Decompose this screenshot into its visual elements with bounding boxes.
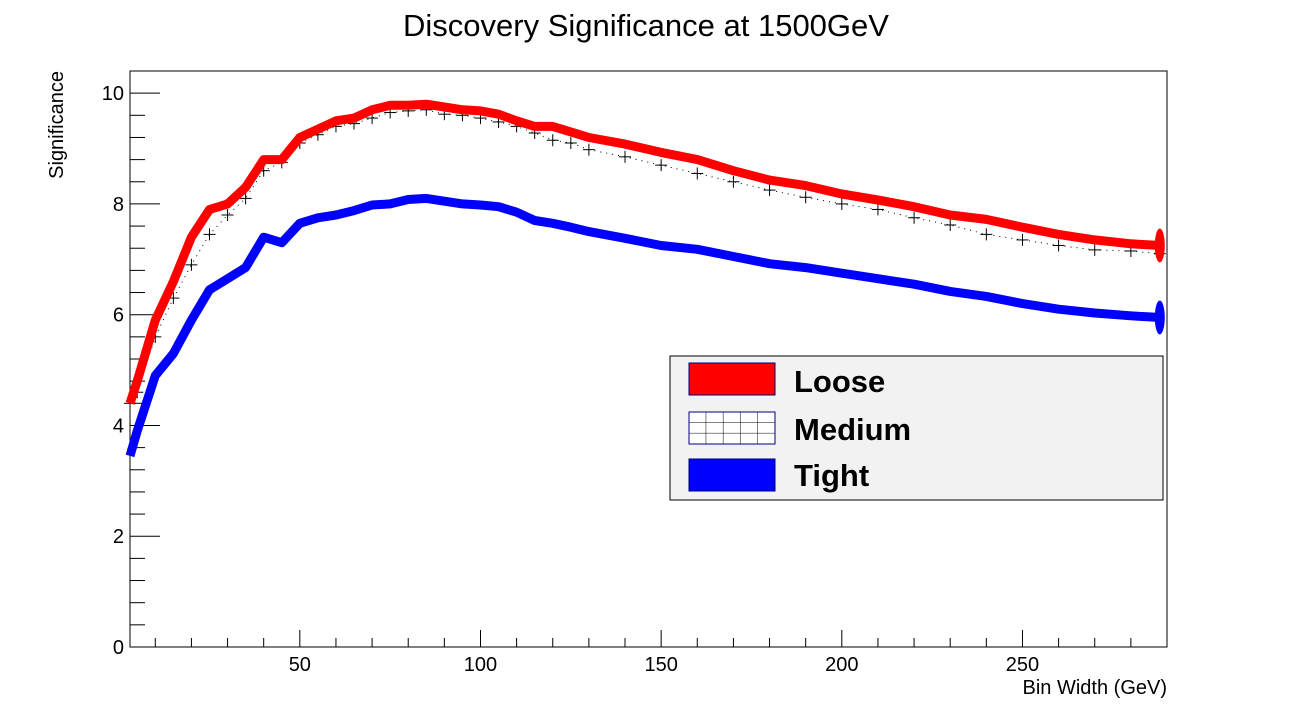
x-tick-label: 200	[825, 654, 858, 676]
x-tick-label: 50	[289, 654, 311, 676]
chart-title: Discovery Significance at 1500GeV	[403, 8, 889, 43]
y-tick-label: 6	[113, 305, 124, 327]
series-end-marker	[1154, 300, 1165, 335]
series-loose-line	[125, 99, 1161, 405]
series-tight-line	[125, 193, 1161, 458]
legend-swatch-loose	[688, 362, 776, 396]
legend-label-medium: Medium	[794, 412, 911, 447]
legend-label-loose: Loose	[794, 364, 885, 399]
legend-label-tight: Tight	[794, 458, 869, 493]
y-tick-label: 10	[102, 83, 124, 105]
x-axis-title: Bin Width (GeV)	[1023, 677, 1167, 699]
x-tick-label: 250	[1006, 654, 1039, 676]
x-tick-label: 150	[644, 654, 677, 676]
y-axis-title: Significance	[46, 71, 68, 179]
legend: Loose Medium Tight	[669, 355, 1164, 501]
series-end-marker	[1154, 228, 1165, 263]
y-tick-label: 0	[113, 637, 124, 659]
x-axis: 50 100 150 200 250	[154, 630, 1168, 676]
y-tick-label: 2	[113, 526, 124, 548]
y-axis: 0 2 4 6 8 10	[102, 70, 160, 659]
series-layer	[124, 99, 1166, 458]
y-tick-label: 8	[113, 194, 124, 216]
legend-swatch-medium	[688, 411, 776, 445]
legend-swatch-tight	[688, 458, 776, 492]
y-tick-label: 4	[113, 415, 124, 437]
x-tick-label: 100	[464, 654, 497, 676]
